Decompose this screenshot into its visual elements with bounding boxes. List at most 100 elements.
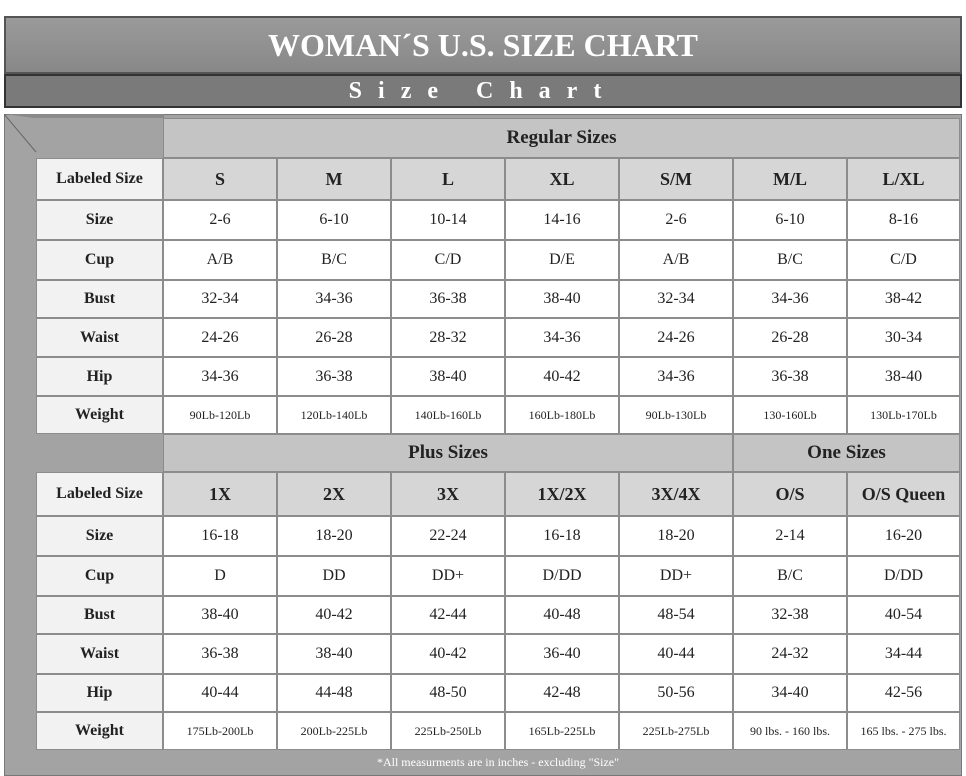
row-label: Labeled Size	[36, 472, 163, 516]
table-cell: B/C	[733, 556, 847, 596]
table-cell: 38-40	[163, 596, 277, 634]
table-cell: D/DD	[847, 556, 960, 596]
size-header: S/M	[619, 158, 733, 200]
table-cell: 2-6	[619, 200, 733, 240]
table-cell: 40-44	[163, 674, 277, 712]
size-header: 1X	[163, 472, 277, 516]
section-title: Plus Sizes	[163, 434, 733, 472]
table-cell: 34-36	[733, 280, 847, 318]
table-cell: 8-16	[847, 200, 960, 240]
table-cell: 165 lbs. - 275 lbs.	[847, 712, 960, 750]
table-cell: 38-40	[505, 280, 619, 318]
title-bar: WOMAN´S U.S. SIZE CHART	[4, 16, 962, 74]
table-cell: 26-28	[277, 318, 391, 357]
row-label: Hip	[36, 674, 163, 712]
subtitle: Size Chart	[348, 77, 618, 104]
table-cell: 44-48	[277, 674, 391, 712]
table-cell: 225Lb-275Lb	[619, 712, 733, 750]
table-cell: 200Lb-225Lb	[277, 712, 391, 750]
size-header: 1X/2X	[505, 472, 619, 516]
size-header: S	[163, 158, 277, 200]
table-cell: 38-40	[391, 357, 505, 396]
table-cell: A/B	[163, 240, 277, 280]
section-title: One Sizes	[733, 434, 960, 472]
table-cell: 38-40	[277, 634, 391, 674]
table-cell: DD+	[391, 556, 505, 596]
table-cell: 120Lb-140Lb	[277, 396, 391, 434]
table-cell: 48-50	[391, 674, 505, 712]
table-cell: B/C	[277, 240, 391, 280]
table-cell: DD+	[619, 556, 733, 596]
table-cell: 130Lb-170Lb	[847, 396, 960, 434]
table-cell: 36-40	[505, 634, 619, 674]
table-cell: 18-20	[619, 516, 733, 556]
table-cell: 160Lb-180Lb	[505, 396, 619, 434]
table-cell: 24-32	[733, 634, 847, 674]
table-cell: 42-44	[391, 596, 505, 634]
table-cell: 2-6	[163, 200, 277, 240]
table-cell: 16-20	[847, 516, 960, 556]
table-cell: 40-44	[619, 634, 733, 674]
table-cell: 34-36	[163, 357, 277, 396]
table-cell: 42-56	[847, 674, 960, 712]
table-cell: 130-160Lb	[733, 396, 847, 434]
table-cell: B/C	[733, 240, 847, 280]
row-label: Waist	[36, 634, 163, 674]
table-cell: 225Lb-250Lb	[391, 712, 505, 750]
row-label: Bust	[36, 596, 163, 634]
row-label: Hip	[36, 357, 163, 396]
table-cell: 48-54	[619, 596, 733, 634]
table-cell: 90Lb-120Lb	[163, 396, 277, 434]
corner-decoration	[4, 114, 164, 153]
table-cell: 24-26	[619, 318, 733, 357]
size-header: M/L	[733, 158, 847, 200]
table-cell: 6-10	[733, 200, 847, 240]
table-cell: 90 lbs. - 160 lbs.	[733, 712, 847, 750]
table-cell: 40-42	[505, 357, 619, 396]
table-cell: 10-14	[391, 200, 505, 240]
size-header: L/XL	[847, 158, 960, 200]
title: WOMAN´S U.S. SIZE CHART	[267, 26, 699, 63]
table-cell: A/B	[619, 240, 733, 280]
row-label: Bust	[36, 280, 163, 318]
table-cell: 32-34	[163, 280, 277, 318]
section-title: Regular Sizes	[163, 118, 960, 158]
table-cell: 26-28	[733, 318, 847, 357]
table-cell: 2-14	[733, 516, 847, 556]
table-cell: 90Lb-130Lb	[619, 396, 733, 434]
table-cell: 6-10	[277, 200, 391, 240]
table-cell: 40-42	[277, 596, 391, 634]
table-cell: 16-18	[163, 516, 277, 556]
size-header: L	[391, 158, 505, 200]
row-label: Labeled Size	[36, 158, 163, 200]
row-label: Size	[36, 200, 163, 240]
table-cell: D/DD	[505, 556, 619, 596]
size-header: M	[277, 158, 391, 200]
table-cell: 38-40	[847, 357, 960, 396]
table-cell: C/D	[391, 240, 505, 280]
table-cell: 24-26	[163, 318, 277, 357]
table-cell: D/E	[505, 240, 619, 280]
table-cell: 34-36	[505, 318, 619, 357]
table-cell: 42-48	[505, 674, 619, 712]
table-cell: 34-36	[619, 357, 733, 396]
row-label: Size	[36, 516, 163, 556]
table-cell: 34-36	[277, 280, 391, 318]
row-label: Weight	[36, 396, 163, 434]
table-cell: 40-42	[391, 634, 505, 674]
table-cell: 22-24	[391, 516, 505, 556]
table-cell: 36-38	[733, 357, 847, 396]
table-cell: 14-16	[505, 200, 619, 240]
table-cell: 140Lb-160Lb	[391, 396, 505, 434]
row-label: Cup	[36, 240, 163, 280]
table-cell: D	[163, 556, 277, 596]
table-cell: DD	[277, 556, 391, 596]
row-label: Waist	[36, 318, 163, 357]
table-cell: 28-32	[391, 318, 505, 357]
table-cell: 36-38	[391, 280, 505, 318]
size-header: 3X	[391, 472, 505, 516]
table-cell: 32-34	[619, 280, 733, 318]
row-label: Weight	[36, 712, 163, 750]
table-cell: 38-42	[847, 280, 960, 318]
